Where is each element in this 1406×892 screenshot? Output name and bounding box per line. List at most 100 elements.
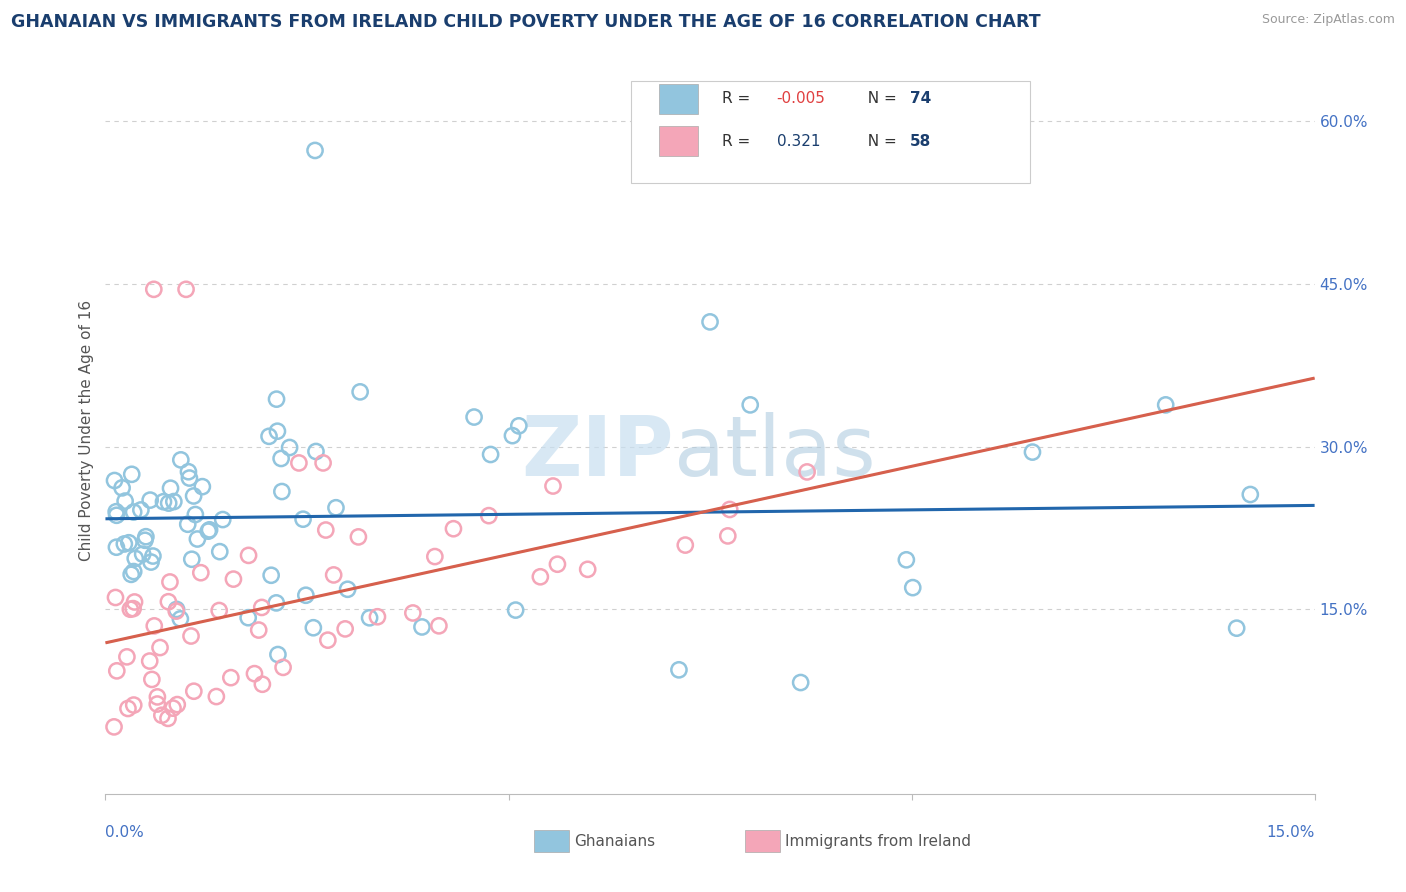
Point <box>673 538 696 552</box>
Point <box>316 633 339 648</box>
Point <box>250 600 273 615</box>
Point <box>118 535 141 549</box>
Point <box>267 648 290 662</box>
Point <box>505 603 527 617</box>
Point <box>292 512 315 526</box>
Point <box>463 410 485 425</box>
Point <box>312 456 335 470</box>
Point <box>717 529 740 543</box>
Point <box>260 568 283 582</box>
Point <box>162 701 184 715</box>
Point <box>718 502 741 516</box>
Point <box>134 533 156 548</box>
Point <box>427 619 450 633</box>
Point <box>271 660 294 674</box>
Point <box>104 591 127 605</box>
Text: R =: R = <box>723 134 755 149</box>
Point <box>1226 621 1249 635</box>
Text: 0.321: 0.321 <box>776 134 820 149</box>
Point <box>111 481 134 495</box>
Point <box>529 570 551 584</box>
Point <box>142 549 165 563</box>
Point <box>122 601 145 615</box>
Point <box>198 523 221 537</box>
Point <box>184 508 207 522</box>
Point <box>257 429 280 443</box>
Text: 74: 74 <box>910 91 931 106</box>
Point <box>105 540 128 554</box>
Point <box>129 503 152 517</box>
Point <box>124 595 146 609</box>
Point <box>183 684 205 698</box>
Point <box>266 392 288 406</box>
Text: ZIP: ZIP <box>522 412 673 492</box>
Point <box>183 489 205 503</box>
Point <box>139 555 162 569</box>
Point <box>177 465 200 479</box>
Text: R =: R = <box>723 91 755 106</box>
Point <box>347 530 370 544</box>
Point <box>238 549 260 563</box>
Point <box>252 677 274 691</box>
Point <box>117 701 139 715</box>
Point <box>789 675 811 690</box>
Point <box>699 315 721 329</box>
Point <box>901 581 924 595</box>
Bar <box>659 126 697 156</box>
Point <box>796 465 818 479</box>
Point <box>243 666 266 681</box>
Point <box>1021 445 1043 459</box>
Point <box>103 474 125 488</box>
Point <box>302 621 325 635</box>
Point <box>157 595 180 609</box>
Text: Immigrants from Ireland: Immigrants from Ireland <box>785 834 970 848</box>
Point <box>180 629 202 643</box>
Point <box>278 441 301 455</box>
Bar <box>659 84 697 114</box>
Point <box>163 494 186 508</box>
Text: Ghanaians: Ghanaians <box>574 834 655 848</box>
Point <box>740 398 762 412</box>
Point <box>152 494 174 508</box>
Point <box>668 663 690 677</box>
Text: -0.005: -0.005 <box>776 91 825 106</box>
Point <box>336 582 359 597</box>
Point <box>304 144 326 158</box>
Point <box>157 496 180 510</box>
Point <box>122 565 145 579</box>
FancyBboxPatch shape <box>631 81 1031 183</box>
Point <box>174 282 197 296</box>
Point <box>122 505 145 519</box>
Point <box>120 602 142 616</box>
Point <box>501 428 523 442</box>
Point <box>208 544 231 558</box>
Point <box>508 418 530 433</box>
Point <box>1154 398 1177 412</box>
Point <box>349 384 371 399</box>
Point <box>546 558 568 572</box>
Point <box>576 562 599 576</box>
Point <box>177 517 200 532</box>
Text: N =: N = <box>858 134 901 149</box>
Text: atlas: atlas <box>673 412 876 492</box>
Point <box>135 530 157 544</box>
Point <box>105 664 128 678</box>
Point <box>179 471 201 485</box>
Y-axis label: Child Poverty Under the Age of 16: Child Poverty Under the Age of 16 <box>79 300 94 561</box>
Point <box>219 671 242 685</box>
Point <box>105 508 128 523</box>
Point <box>143 619 166 633</box>
Point <box>541 479 564 493</box>
Point <box>159 574 181 589</box>
Point <box>247 623 270 637</box>
Text: Source: ZipAtlas.com: Source: ZipAtlas.com <box>1261 13 1395 27</box>
Point <box>139 493 162 508</box>
Point <box>322 568 344 582</box>
Point <box>131 547 153 561</box>
Text: 15.0%: 15.0% <box>1267 825 1315 840</box>
Point <box>325 500 347 515</box>
Point <box>146 697 169 711</box>
Point <box>305 444 328 458</box>
Point <box>146 690 169 704</box>
Point <box>315 523 337 537</box>
